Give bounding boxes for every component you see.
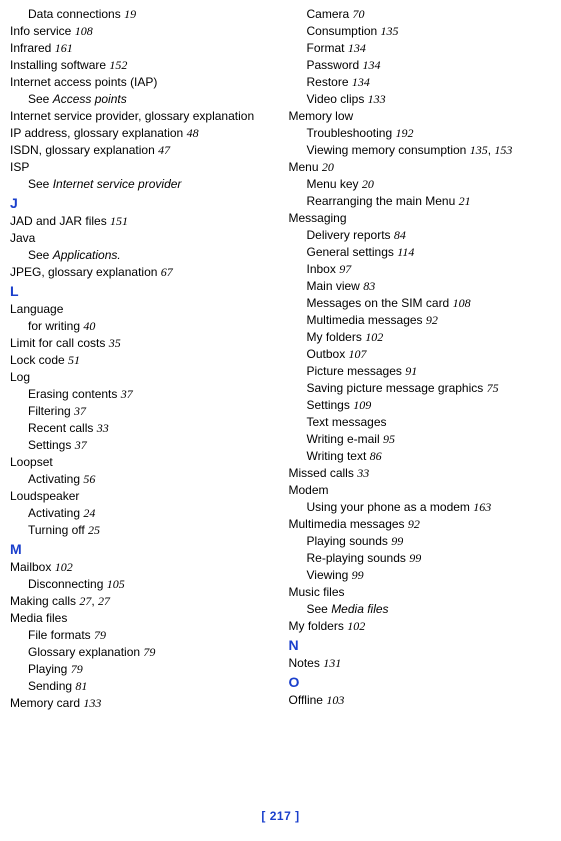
index-entry: Memory card 133 — [20, 695, 273, 712]
index-entry: My folders 102 — [299, 618, 552, 635]
index-entry: Modem — [299, 482, 552, 499]
index-entry: Outbox 107 — [317, 346, 552, 363]
index-entry: See Applications. — [38, 247, 273, 264]
index-entry: Text messages — [317, 414, 552, 431]
index-entry: Messages on the SIM card 108 — [317, 295, 552, 312]
index-entry: Inbox 97 — [317, 261, 552, 278]
index-entry: Sending 81 — [38, 678, 273, 695]
index-entry: ISDN, glossary explanation 47 — [20, 142, 273, 159]
index-column-right: Camera 70Consumption 135Format 134Passwo… — [281, 6, 552, 805]
index-entry: Format 134 — [317, 40, 552, 57]
index-entry: Internet access points (IAP) — [20, 74, 273, 91]
index-entry: Notes 131 — [299, 655, 552, 672]
index-entry: Main view 83 — [317, 278, 552, 295]
section-letter: L — [10, 282, 273, 301]
index-entry: Log — [20, 369, 273, 386]
index-entry: Infrared 161 — [20, 40, 273, 57]
index-entry: Menu key 20 — [317, 176, 552, 193]
index-entry: Info service 108 — [20, 23, 273, 40]
index-entry: IP address, glossary explanation 48 — [20, 125, 273, 142]
index-entry: Missed calls 33 — [299, 465, 552, 482]
index-entry: Messaging — [299, 210, 552, 227]
index-entry: Consumption 135 — [317, 23, 552, 40]
index-entry: Mailbox 102 — [20, 559, 273, 576]
index-column-left: Data connections 19Info service 108Infra… — [10, 6, 281, 805]
index-entry: Data connections 19 — [38, 6, 273, 23]
index-entry: Video clips 133 — [317, 91, 552, 108]
index-entry: Installing software 152 — [20, 57, 273, 74]
index-entry: Restore 134 — [317, 74, 552, 91]
index-entry: Music files — [299, 584, 552, 601]
index-entry: Saving picture message graphics 75 — [317, 380, 552, 397]
page-number: [ 217 ] — [0, 805, 561, 823]
index-entry: File formats 79 — [38, 627, 273, 644]
index-entry: Settings 109 — [317, 397, 552, 414]
index-entry: Java — [20, 230, 273, 247]
index-entry: Rearranging the main Menu 21 — [317, 193, 552, 210]
index-entry: Internet service provider, glossary expl… — [20, 108, 273, 125]
index-entry: Making calls 27, 27 — [20, 593, 273, 610]
index-entry: Playing 79 — [38, 661, 273, 678]
index-entry: Glossary explanation 79 — [38, 644, 273, 661]
index-entry: Re-playing sounds 99 — [317, 550, 552, 567]
index-entry: Playing sounds 99 — [317, 533, 552, 550]
index-entry: See Media files — [317, 601, 552, 618]
index-entry: JPEG, glossary explanation 67 — [20, 264, 273, 281]
index-entry: Memory low — [299, 108, 552, 125]
index-entry: Troubleshooting 192 — [317, 125, 552, 142]
index-entry: Delivery reports 84 — [317, 227, 552, 244]
index-entry: Multimedia messages 92 — [299, 516, 552, 533]
section-letter: M — [10, 540, 273, 559]
index-entry: Writing text 86 — [317, 448, 552, 465]
section-letter: N — [289, 636, 552, 655]
index-entry: See Internet service provider — [38, 176, 273, 193]
index-entry: Loudspeaker — [20, 488, 273, 505]
index-entry: Multimedia messages 92 — [317, 312, 552, 329]
index-entry: ISP — [20, 159, 273, 176]
index-entry: Writing e-mail 95 — [317, 431, 552, 448]
index-entry: Recent calls 33 — [38, 420, 273, 437]
index-entry: Picture messages 91 — [317, 363, 552, 380]
index-entry: Settings 37 — [38, 437, 273, 454]
index-entry: Using your phone as a modem 163 — [317, 499, 552, 516]
index-entry: for writing 40 — [38, 318, 273, 335]
index-entry: Filtering 37 — [38, 403, 273, 420]
index-entry: Erasing contents 37 — [38, 386, 273, 403]
index-entry: Activating 24 — [38, 505, 273, 522]
index-entry: Camera 70 — [317, 6, 552, 23]
section-letter: J — [10, 194, 273, 213]
index-entry: Loopset — [20, 454, 273, 471]
index-entry: My folders 102 — [317, 329, 552, 346]
index-entry: Media files — [20, 610, 273, 627]
index-entry: Menu 20 — [299, 159, 552, 176]
index-entry: General settings 114 — [317, 244, 552, 261]
index-entry: See Access points — [38, 91, 273, 108]
index-entry: Activating 56 — [38, 471, 273, 488]
index-entry: Turning off 25 — [38, 522, 273, 539]
index-entry: JAD and JAR files 151 — [20, 213, 273, 230]
index-entry: Disconnecting 105 — [38, 576, 273, 593]
index-entry: Viewing memory consumption 135, 153 — [317, 142, 552, 159]
index-entry: Limit for call costs 35 — [20, 335, 273, 352]
index-entry: Password 134 — [317, 57, 552, 74]
index-entry: Viewing 99 — [317, 567, 552, 584]
index-entry: Lock code 51 — [20, 352, 273, 369]
section-letter: O — [289, 673, 552, 692]
index-entry: Offline 103 — [299, 692, 552, 709]
index-entry: Language — [20, 301, 273, 318]
index-page: Data connections 19Info service 108Infra… — [0, 0, 561, 805]
